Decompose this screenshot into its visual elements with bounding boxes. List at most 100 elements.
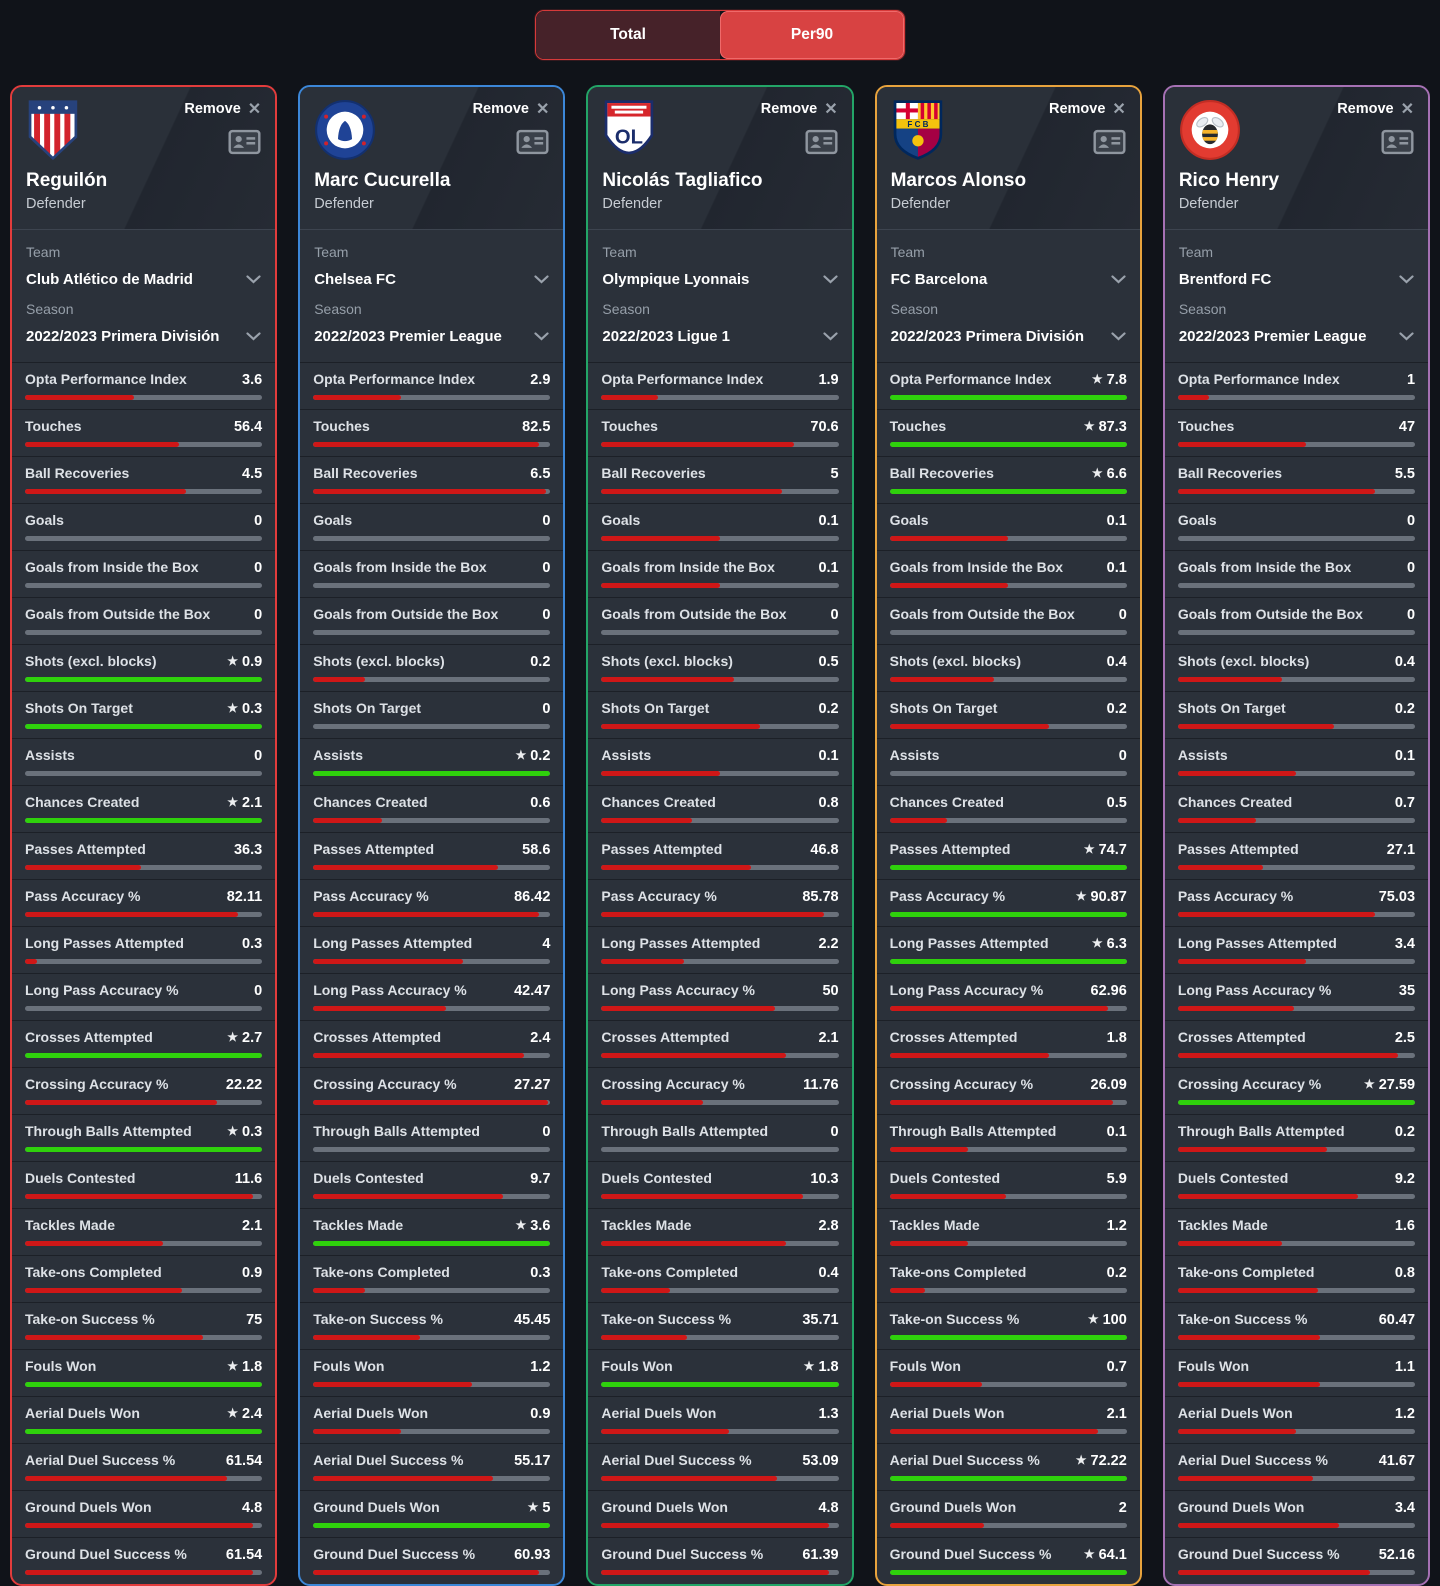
stat-bar	[313, 1476, 551, 1481]
team-select[interactable]: Chelsea FC	[314, 270, 550, 289]
stat-value: 0	[1406, 513, 1416, 529]
team-select[interactable]: Club Atlético de Madrid	[26, 270, 261, 289]
season-select[interactable]: 2022/2023 Primera División	[891, 327, 1126, 346]
stat-label: Ground Duels Won	[313, 1499, 440, 1515]
stat-bar	[313, 489, 551, 494]
stat-bar	[601, 1382, 839, 1387]
season-select[interactable]: 2022/2023 Premier League	[1179, 327, 1414, 346]
stat-bar	[889, 771, 1127, 776]
best-value-star-icon: ★	[227, 1124, 239, 1138]
stat-value: ★ 6.6	[1091, 466, 1127, 482]
remove-player-button[interactable]: Remove ✕	[472, 101, 550, 118]
stat-row: Goals from Inside the Box 0	[1164, 550, 1429, 597]
stat-row: Crossing Accuracy % 22.22	[12, 1067, 276, 1114]
player-profile-card-icon[interactable]	[1381, 129, 1414, 155]
season-select[interactable]: 2022/2023 Primera División	[26, 327, 261, 346]
stat-label: Pass Accuracy %	[313, 888, 429, 904]
stat-label: Take-ons Completed	[313, 1264, 450, 1280]
stat-label: Tackles Made	[601, 1217, 692, 1233]
toggle-total[interactable]: Total	[536, 11, 720, 59]
remove-player-button[interactable]: Remove ✕	[184, 101, 262, 118]
stat-label: Chances Created	[889, 794, 1004, 810]
team-label: Team	[1178, 244, 1214, 260]
stat-label: Shots (excl. blocks)	[601, 653, 733, 669]
player-profile-card-icon[interactable]	[228, 129, 261, 155]
remove-player-button[interactable]: Remove ✕	[1337, 101, 1415, 118]
stat-bar	[1177, 536, 1416, 541]
stat-value: 62.96	[1090, 983, 1127, 999]
stat-row: Ground Duel Success % ★ 64.1	[876, 1537, 1140, 1584]
season-select[interactable]: 2022/2023 Premier League	[314, 327, 550, 346]
best-value-star-icon: ★	[1363, 1077, 1375, 1091]
stat-value: 2.1	[1106, 1406, 1127, 1422]
stats-list: Opta Performance Index 3.6 Touches 56.4 Ball…	[12, 362, 276, 1584]
stat-value: ★ 5	[527, 1500, 551, 1516]
stat-value: 61.54	[225, 1453, 263, 1469]
stat-bar	[601, 1100, 839, 1105]
stat-bar	[313, 1382, 551, 1387]
stat-value: 4.5	[242, 466, 263, 482]
team-select[interactable]: Brentford FC	[1179, 270, 1414, 289]
player-profile-card-icon[interactable]	[1093, 129, 1126, 155]
remove-player-button[interactable]: Remove ✕	[1048, 101, 1126, 118]
stat-value: 5	[830, 466, 839, 482]
stat-value: 0	[542, 513, 551, 529]
toggle-per90[interactable]: Per90	[720, 11, 904, 59]
player-cards: Remove ✕ Reguilón Defender Team Club Atlético…	[0, 60, 1440, 1586]
stat-row: Aerial Duel Success % 55.17	[300, 1443, 564, 1490]
stat-value: 11.6	[234, 1171, 263, 1187]
player-profile-card-icon[interactable]	[516, 129, 549, 155]
stat-row: Ground Duels Won 2	[876, 1490, 1140, 1537]
stat-row: Goals 0	[300, 503, 564, 550]
best-value-star-icon: ★	[527, 1500, 539, 1514]
stat-value: 1.8	[1106, 1030, 1127, 1046]
stat-value: 2.2	[818, 936, 839, 952]
close-icon: ✕	[824, 101, 838, 118]
stat-row: Take-ons Completed 0.8	[1164, 1255, 1429, 1302]
remove-player-button[interactable]: Remove ✕	[760, 101, 838, 118]
stat-bar	[889, 1476, 1127, 1481]
stat-label: Goals	[601, 512, 641, 528]
player-profile-card-icon[interactable]	[805, 129, 838, 155]
svg-text:F C B: F C B	[907, 120, 928, 129]
stat-row: Tackles Made 1.6	[1164, 1208, 1429, 1255]
stat-bar	[1177, 771, 1416, 776]
stat-row: Duels Contested 11.6	[12, 1161, 276, 1208]
stat-row: Pass Accuracy % 85.78	[588, 879, 852, 926]
stat-bar	[313, 1523, 551, 1528]
stat-row: Aerial Duels Won 1.2	[1164, 1396, 1429, 1443]
stat-label: Pass Accuracy %	[889, 888, 1006, 904]
stat-row: Long Passes Attempted 0.3	[12, 926, 276, 973]
stat-label: Through Balls Attempted	[313, 1123, 480, 1139]
stat-row: Crosses Attempted 2.4	[300, 1020, 564, 1067]
stat-value: 9.2	[1394, 1171, 1416, 1187]
stat-row: Ground Duels Won 4.8	[588, 1490, 852, 1537]
stat-label: Ball Recoveries	[889, 465, 994, 481]
stat-row: Through Balls Attempted 0.2	[1164, 1114, 1429, 1161]
stat-row: Shots On Target ★ 0.3	[12, 691, 276, 738]
stat-value: 1.9	[818, 372, 839, 388]
stat-value: ★ 72.22	[1075, 1453, 1127, 1469]
season-select[interactable]: 2022/2023 Ligue 1	[602, 327, 838, 346]
stat-label: Shots (excl. blocks)	[1177, 653, 1310, 669]
player-card-header: Remove ✕ Rico Henry Defender	[1164, 87, 1429, 229]
stat-label: Take-on Success %	[601, 1311, 732, 1327]
stat-value: 2.1	[818, 1030, 839, 1046]
best-value-star-icon: ★	[227, 1406, 239, 1420]
team-select[interactable]: Olympique Lyonnais	[602, 270, 838, 289]
stat-label: Aerial Duels Won	[889, 1405, 1005, 1421]
stat-value: 58.6	[522, 842, 551, 858]
stat-row: Fouls Won 1.1	[1164, 1349, 1429, 1396]
team-select[interactable]: FC Barcelona	[891, 270, 1126, 289]
stat-bar	[313, 395, 551, 400]
stat-label: Take-ons Completed	[1177, 1264, 1315, 1280]
chevron-down-icon	[246, 275, 261, 284]
season-label: Season	[890, 301, 939, 317]
stat-bar	[1177, 1100, 1416, 1105]
stat-bar	[601, 677, 839, 682]
stat-row: Passes Attempted 46.8	[588, 832, 852, 879]
stat-bar	[25, 1335, 263, 1340]
stat-value: 0	[254, 983, 263, 999]
team-label: Team	[314, 244, 349, 260]
stat-value: 53.09	[802, 1453, 839, 1469]
